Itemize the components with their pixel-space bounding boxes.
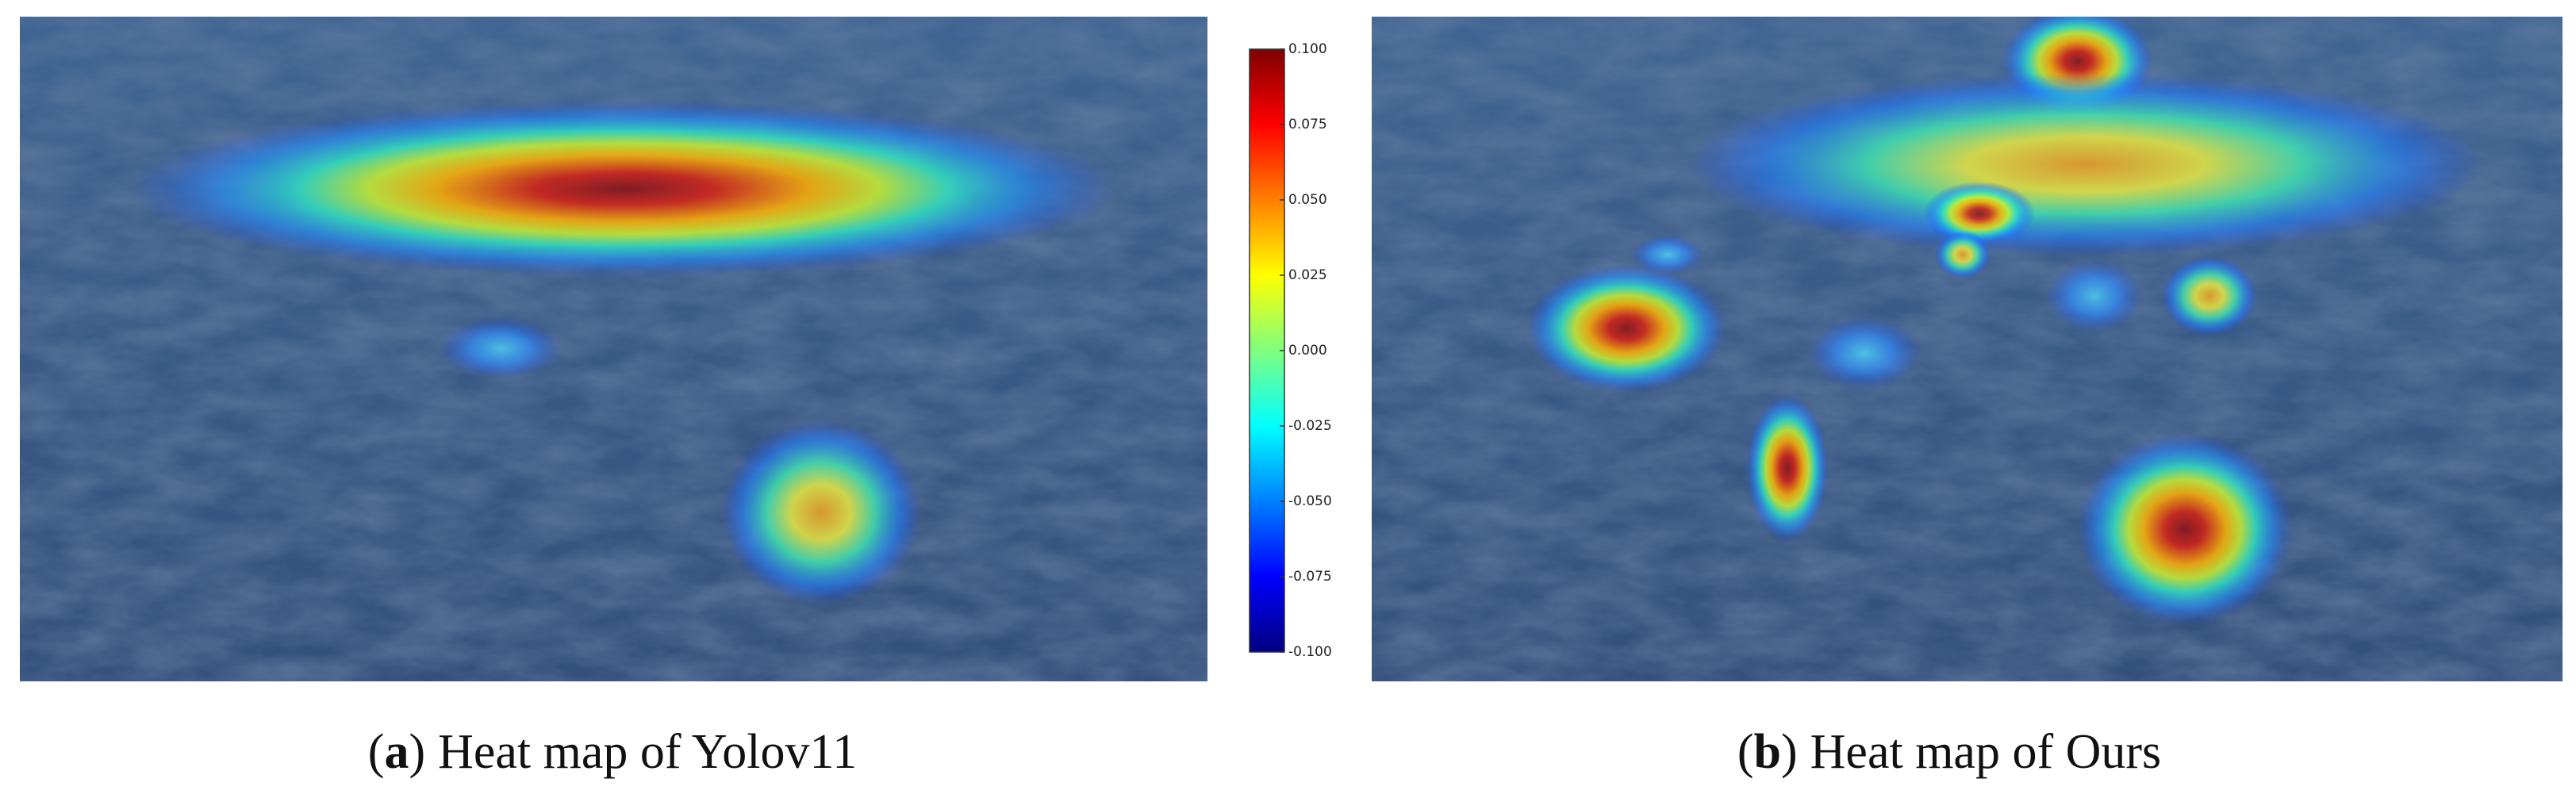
heat-blob (1689, 73, 2482, 255)
caption-label: a (384, 725, 409, 779)
colorbar-tick-label: 0.050 (1288, 192, 1327, 208)
heat-blob (1632, 235, 1703, 274)
heat-blob (1935, 231, 1991, 278)
heat-blob (2162, 256, 2257, 336)
caption: (a) Heat map of Yolov11 (368, 725, 857, 779)
colorbar-tick-label: 0.000 (1288, 343, 1327, 359)
colorbar-tick-label: -0.075 (1288, 569, 1332, 585)
colorbar (1249, 48, 1285, 653)
caption-label: b (1754, 725, 1781, 779)
heatmap-image (1372, 17, 2563, 681)
heat-blob (722, 421, 920, 604)
caption-text: Heat map of Ours (1810, 725, 2161, 779)
caption-text: Heat map of Yolov11 (438, 725, 857, 779)
heat-blob (1746, 395, 1829, 541)
caption-paren: ( (1737, 725, 1754, 779)
heat-blob (2078, 434, 2292, 624)
colorbar-tick-label: -0.100 (1288, 644, 1332, 660)
heat-blob (441, 318, 560, 378)
colorbar-tick-label: -0.050 (1288, 493, 1332, 509)
colorbar-tick-label: 0.075 (1288, 117, 1327, 132)
heatmap-image (20, 17, 1207, 681)
caption-paren: ) (409, 725, 425, 779)
colorbar-tick-label: 0.100 (1288, 41, 1327, 57)
heat-blob (2047, 260, 2142, 332)
heat-blob (1924, 182, 2035, 245)
colorbar-tick-label: -0.025 (1288, 418, 1332, 434)
heat-blob (132, 102, 1116, 276)
heat-blob (1527, 265, 1726, 392)
caption-paren: ) (1781, 725, 1798, 779)
caption-paren: ( (368, 725, 385, 779)
heat-blob (1809, 317, 1920, 389)
colorbar-tick-label: 0.025 (1288, 267, 1327, 283)
caption: (b) Heat map of Ours (1737, 725, 2161, 779)
